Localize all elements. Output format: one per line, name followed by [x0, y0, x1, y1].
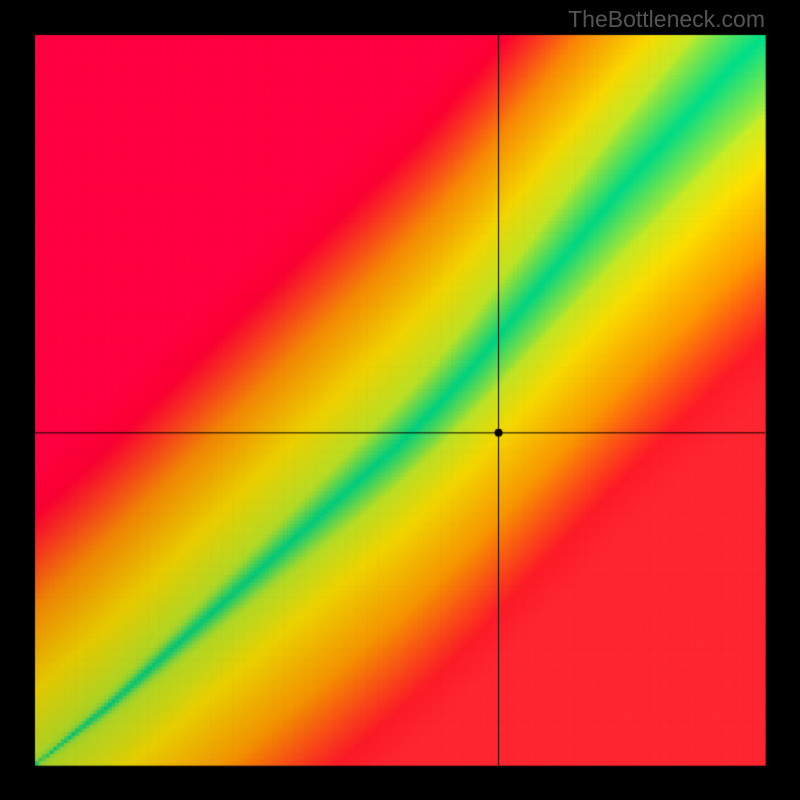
- attribution-text: TheBottleneck.com: [568, 6, 765, 33]
- heatmap-canvas: [0, 0, 800, 800]
- chart-container: TheBottleneck.com: [0, 0, 800, 800]
